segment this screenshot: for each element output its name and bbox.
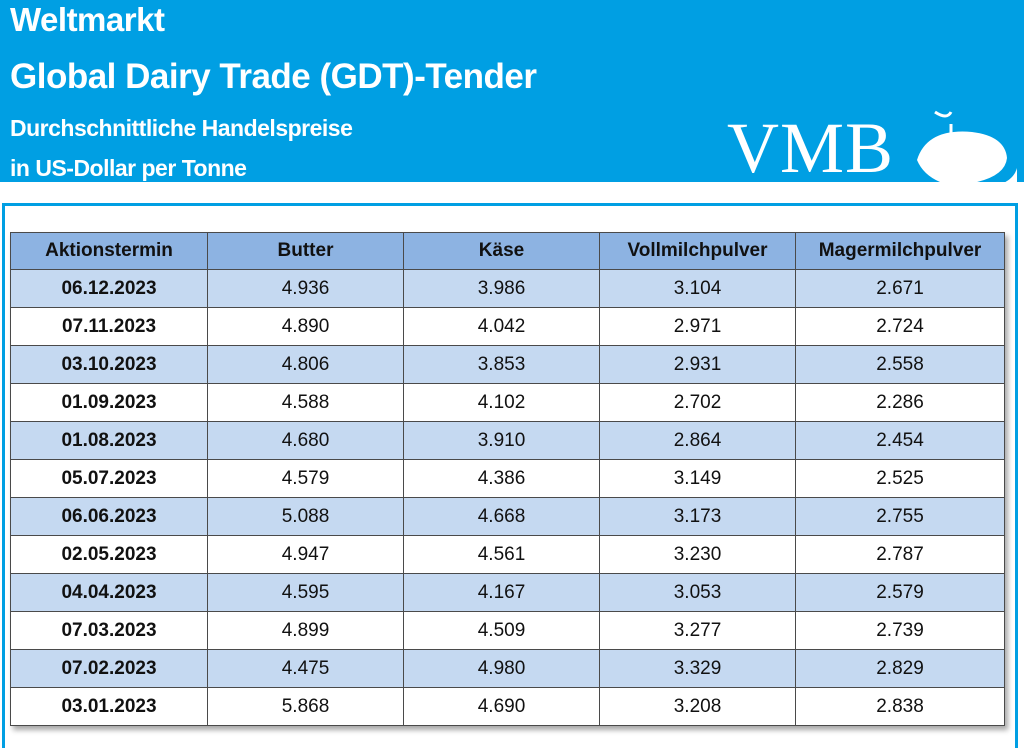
cell-butter: 4.588 (207, 383, 404, 422)
cell-cheese: 4.690 (403, 687, 600, 726)
cell-skim-milk-powder: 2.829 (795, 649, 1005, 688)
cell-cheese: 4.042 (403, 307, 600, 346)
cell-cheese: 4.668 (403, 497, 600, 536)
cell-date: 02.05.2023 (10, 535, 208, 574)
cell-butter: 4.595 (207, 573, 404, 612)
table-row: 03.01.2023 5.868 4.690 3.208 2.838 (10, 687, 1005, 726)
cell-skim-milk-powder: 2.755 (795, 497, 1005, 536)
table-row: 01.08.2023 4.680 3.910 2.864 2.454 (10, 421, 1005, 460)
header-banner: Weltmarkt Global Dairy Trade (GDT)-Tende… (0, 0, 1024, 182)
table-row: 07.02.2023 4.475 4.980 3.329 2.829 (10, 649, 1005, 688)
cell-whole-milk-powder: 3.053 (599, 573, 796, 612)
cell-skim-milk-powder: 2.286 (795, 383, 1005, 422)
cell-date: 06.12.2023 (10, 269, 208, 308)
cell-cheese: 3.910 (403, 421, 600, 460)
column-header-cheese: Käse (403, 232, 600, 270)
cell-whole-milk-powder: 2.931 (599, 345, 796, 384)
table-row: 07.03.2023 4.899 4.509 3.277 2.739 (10, 611, 1005, 650)
cell-butter: 5.088 (207, 497, 404, 536)
cell-date: 04.04.2023 (10, 573, 208, 612)
cell-date: 01.08.2023 (10, 421, 208, 460)
cell-skim-milk-powder: 2.739 (795, 611, 1005, 650)
cell-cheese: 4.561 (403, 535, 600, 574)
table-header-row: Aktionstermin Butter Käse Vollmilchpulve… (10, 232, 1005, 270)
table-row: 01.09.2023 4.588 4.102 2.702 2.286 (10, 383, 1005, 422)
cell-date: 03.10.2023 (10, 345, 208, 384)
cell-skim-milk-powder: 2.558 (795, 345, 1005, 384)
cell-skim-milk-powder: 2.838 (795, 687, 1005, 726)
cell-butter: 4.890 (207, 307, 404, 346)
cell-cheese: 3.853 (403, 345, 600, 384)
cell-cheese: 4.386 (403, 459, 600, 498)
cell-date: 07.11.2023 (10, 307, 208, 346)
cell-butter: 4.806 (207, 345, 404, 384)
cell-date: 01.09.2023 (10, 383, 208, 422)
cell-whole-milk-powder: 2.864 (599, 421, 796, 460)
column-header-date: Aktionstermin (10, 232, 208, 270)
table-row: 07.11.2023 4.890 4.042 2.971 2.724 (10, 307, 1005, 346)
cell-cheese: 4.167 (403, 573, 600, 612)
cell-date: 03.01.2023 (10, 687, 208, 726)
cell-whole-milk-powder: 3.208 (599, 687, 796, 726)
cell-skim-milk-powder: 2.671 (795, 269, 1005, 308)
cell-butter: 5.868 (207, 687, 404, 726)
vmb-logo: VMB (727, 108, 1017, 182)
header-unit: in US-Dollar per Tonne (10, 155, 247, 181)
cell-whole-milk-powder: 2.702 (599, 383, 796, 422)
logo-text: VMB (727, 108, 895, 182)
cell-cheese: 3.986 (403, 269, 600, 308)
cell-butter: 4.579 (207, 459, 404, 498)
table-row: 02.05.2023 4.947 4.561 3.230 2.787 (10, 535, 1005, 574)
cell-butter: 4.899 (207, 611, 404, 650)
cell-butter: 4.680 (207, 421, 404, 460)
cell-skim-milk-powder: 2.454 (795, 421, 1005, 460)
gdt-price-table: Aktionstermin Butter Käse Vollmilchpulve… (10, 232, 1005, 726)
cell-date: 07.03.2023 (10, 611, 208, 650)
column-header-skim-milk-powder: Magermilchpulver (795, 232, 1005, 270)
header-description: Durchschnittliche Handelspreise (10, 115, 353, 141)
column-header-butter: Butter (207, 232, 404, 270)
cell-date: 05.07.2023 (10, 459, 208, 498)
cell-butter: 4.947 (207, 535, 404, 574)
table-row: 06.12.2023 4.936 3.986 3.104 2.671 (10, 269, 1005, 308)
cell-skim-milk-powder: 2.525 (795, 459, 1005, 498)
header-subtitle: Global Dairy Trade (GDT)-Tender (10, 57, 537, 96)
vmb-swirl-logo-icon (917, 110, 1017, 182)
cell-whole-milk-powder: 2.971 (599, 307, 796, 346)
cell-butter: 4.936 (207, 269, 404, 308)
cell-skim-milk-powder: 2.724 (795, 307, 1005, 346)
cell-date: 07.02.2023 (10, 649, 208, 688)
cell-whole-milk-powder: 3.230 (599, 535, 796, 574)
cell-butter: 4.475 (207, 649, 404, 688)
table-row: 03.10.2023 4.806 3.853 2.931 2.558 (10, 345, 1005, 384)
column-header-whole-milk-powder: Vollmilchpulver (599, 232, 796, 270)
table-row: 06.06.2023 5.088 4.668 3.173 2.755 (10, 497, 1005, 536)
cell-whole-milk-powder: 3.149 (599, 459, 796, 498)
cell-date: 06.06.2023 (10, 497, 208, 536)
cell-cheese: 4.509 (403, 611, 600, 650)
cell-whole-milk-powder: 3.173 (599, 497, 796, 536)
cell-cheese: 4.980 (403, 649, 600, 688)
cell-whole-milk-powder: 3.277 (599, 611, 796, 650)
cell-skim-milk-powder: 2.579 (795, 573, 1005, 612)
cell-cheese: 4.102 (403, 383, 600, 422)
header-title: Weltmarkt (10, 1, 165, 38)
cell-whole-milk-powder: 3.104 (599, 269, 796, 308)
cell-skim-milk-powder: 2.787 (795, 535, 1005, 574)
cell-whole-milk-powder: 3.329 (599, 649, 796, 688)
table-row: 04.04.2023 4.595 4.167 3.053 2.579 (10, 573, 1005, 612)
table-row: 05.07.2023 4.579 4.386 3.149 2.525 (10, 459, 1005, 498)
